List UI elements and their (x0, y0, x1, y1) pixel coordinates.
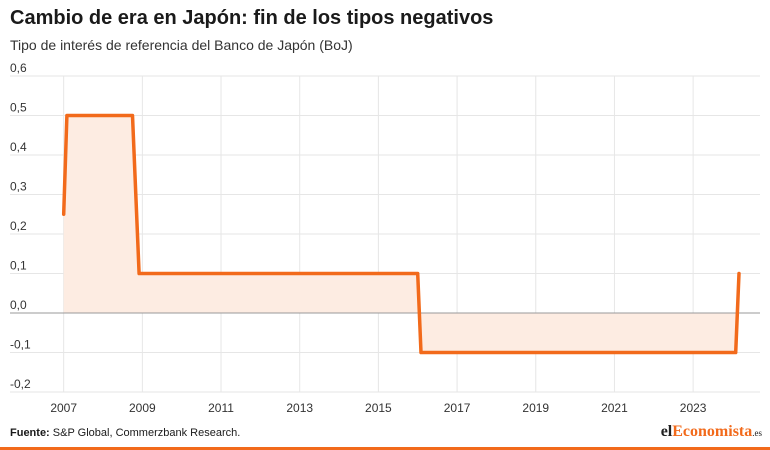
x-tick-label: 2011 (208, 401, 234, 415)
area-layer (63, 115, 739, 353)
y-tick-label: 0,6 (10, 61, 27, 75)
y-tick-label: 0,3 (10, 180, 27, 194)
series-area-fill (63, 115, 739, 353)
source-label: Fuente: (10, 427, 50, 439)
y-tick-label: 0,2 (10, 219, 27, 233)
chart-subtitle: Tipo de interés de referencia del Banco … (10, 37, 353, 53)
source-note: Fuente: S&P Global, Commerzbank Research… (10, 427, 240, 439)
chart-title: Cambio de era en Japón: fin de los tipos… (10, 7, 494, 29)
x-tick-label: 2023 (680, 401, 707, 415)
x-tick-label: 2009 (129, 401, 156, 415)
bottom-accent-bar (0, 447, 770, 450)
y-tick-label: 0,4 (10, 140, 27, 154)
series-line (61, 113, 741, 355)
x-tick-label: 2007 (50, 401, 77, 415)
x-axis-ticks: 2007 2009 2011 2013 2015 2017 2019 2021 2023 (50, 401, 706, 415)
y-tick-label: 0,0 (10, 298, 27, 312)
line-chart: 0,60,50,40,30,20,10,0-0,1-0,2 2007 2009 20… (10, 61, 760, 415)
y-tick-label: 0,1 (10, 259, 27, 273)
brand-logo: elEconomista.es (661, 423, 762, 441)
logo-part-economista: Economista (672, 423, 753, 440)
x-tick-label: 2021 (601, 401, 628, 415)
x-tick-label: 2017 (444, 401, 471, 415)
y-tick-label: -0,1 (10, 338, 31, 352)
x-tick-label: 2019 (522, 401, 549, 415)
y-axis-ticks: 0,6 0,5 0,4 0,3 0,2 0,1 0,0 -0,1 -0,2 (10, 61, 31, 391)
x-tick-label: 2015 (365, 401, 392, 415)
x-tick-label: 2013 (286, 401, 313, 415)
source-text: S&P Global, Commerzbank Research. (49, 427, 241, 439)
y-tick-label: 0,5 (10, 101, 27, 115)
line-layer (61, 113, 741, 355)
logo-part-es: .es (752, 428, 762, 438)
logo-part-el: el (660, 423, 673, 440)
footer: Fuente: S&P Global, Commerzbank Research… (0, 420, 770, 450)
y-tick-label: -0,2 (10, 377, 31, 391)
